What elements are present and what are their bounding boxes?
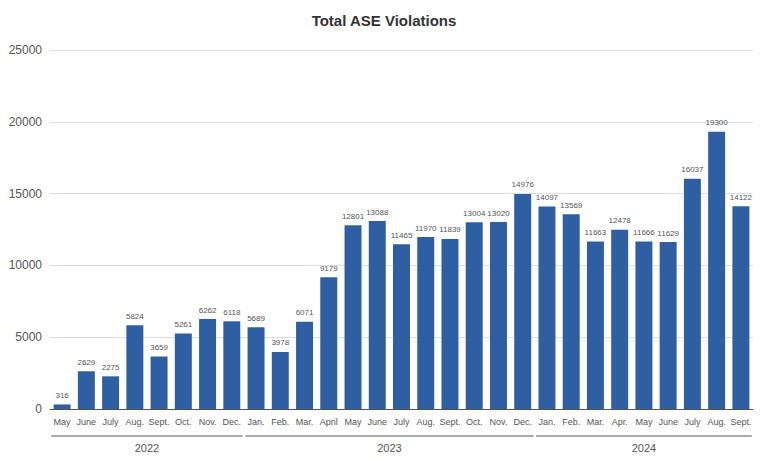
svg-text:14122: 14122	[730, 193, 753, 202]
svg-text:June: June	[658, 417, 678, 427]
svg-text:Aug.: Aug.	[126, 417, 145, 427]
svg-text:5000: 5000	[15, 330, 42, 344]
svg-text:5824: 5824	[126, 312, 144, 321]
svg-text:Oct.: Oct.	[175, 417, 192, 427]
svg-text:11629: 11629	[657, 229, 679, 238]
svg-text:25000: 25000	[9, 43, 43, 57]
svg-text:May: May	[54, 417, 72, 427]
svg-text:2023: 2023	[377, 442, 401, 454]
svg-text:13088: 13088	[366, 208, 389, 217]
svg-text:June: June	[77, 417, 97, 427]
svg-text:Jan.: Jan.	[538, 417, 555, 427]
svg-text:April: April	[320, 417, 338, 427]
svg-text:2022: 2022	[135, 442, 159, 454]
svg-text:3659: 3659	[150, 343, 168, 352]
svg-text:Dec.: Dec.	[513, 417, 532, 427]
svg-text:11839: 11839	[439, 225, 461, 234]
svg-text:11970: 11970	[415, 224, 437, 233]
svg-text:July: July	[684, 417, 701, 427]
svg-text:July: July	[103, 417, 120, 427]
svg-text:Aug.: Aug.	[707, 417, 726, 427]
svg-text:Feb.: Feb.	[562, 417, 580, 427]
svg-text:16037: 16037	[681, 165, 704, 174]
svg-text:Dec.: Dec.	[223, 417, 242, 427]
svg-text:2275: 2275	[102, 363, 120, 372]
svg-text:Mar.: Mar.	[296, 417, 314, 427]
svg-text:Feb.: Feb.	[271, 417, 289, 427]
svg-text:May: May	[635, 417, 653, 427]
svg-text:20000: 20000	[9, 115, 43, 129]
svg-text:6262: 6262	[199, 306, 217, 315]
svg-text:9179: 9179	[320, 264, 338, 273]
svg-text:Aug.: Aug.	[416, 417, 435, 427]
svg-text:Apr.: Apr.	[612, 417, 628, 427]
svg-text:Jan.: Jan.	[248, 417, 265, 427]
svg-text:Sept.: Sept.	[439, 417, 460, 427]
svg-text:316: 316	[55, 391, 69, 400]
svg-text:11666: 11666	[633, 228, 655, 237]
svg-text:15000: 15000	[9, 187, 43, 201]
svg-text:June: June	[367, 417, 387, 427]
svg-text:14097: 14097	[536, 193, 559, 202]
svg-text:13020: 13020	[487, 209, 510, 218]
svg-text:Oct.: Oct.	[466, 417, 483, 427]
svg-text:Sept.: Sept.	[149, 417, 170, 427]
svg-text:5261: 5261	[174, 320, 192, 329]
svg-text:13569: 13569	[560, 201, 583, 210]
svg-text:Nov.: Nov.	[490, 417, 508, 427]
svg-text:5689: 5689	[247, 314, 265, 323]
svg-text:2024: 2024	[632, 442, 656, 454]
svg-text:0: 0	[35, 402, 42, 416]
svg-text:14976: 14976	[512, 180, 535, 189]
svg-text:6118: 6118	[223, 308, 241, 317]
svg-text:19300: 19300	[706, 118, 729, 127]
svg-text:Mar.: Mar.	[587, 417, 605, 427]
svg-text:12801: 12801	[342, 212, 365, 221]
svg-text:6071: 6071	[296, 308, 314, 317]
svg-text:10000: 10000	[9, 258, 43, 272]
svg-text:Sept.: Sept.	[730, 417, 751, 427]
svg-text:2629: 2629	[77, 358, 95, 367]
svg-text:July: July	[393, 417, 410, 427]
svg-text:12478: 12478	[609, 216, 632, 225]
svg-text:11663: 11663	[585, 228, 607, 237]
svg-text:3978: 3978	[271, 338, 289, 347]
svg-text:13004: 13004	[463, 209, 486, 218]
svg-text:Total ASE Violations: Total ASE Violations	[312, 12, 457, 29]
svg-text:May: May	[345, 417, 363, 427]
svg-text:11465: 11465	[391, 231, 413, 240]
svg-text:Nov.: Nov.	[199, 417, 217, 427]
